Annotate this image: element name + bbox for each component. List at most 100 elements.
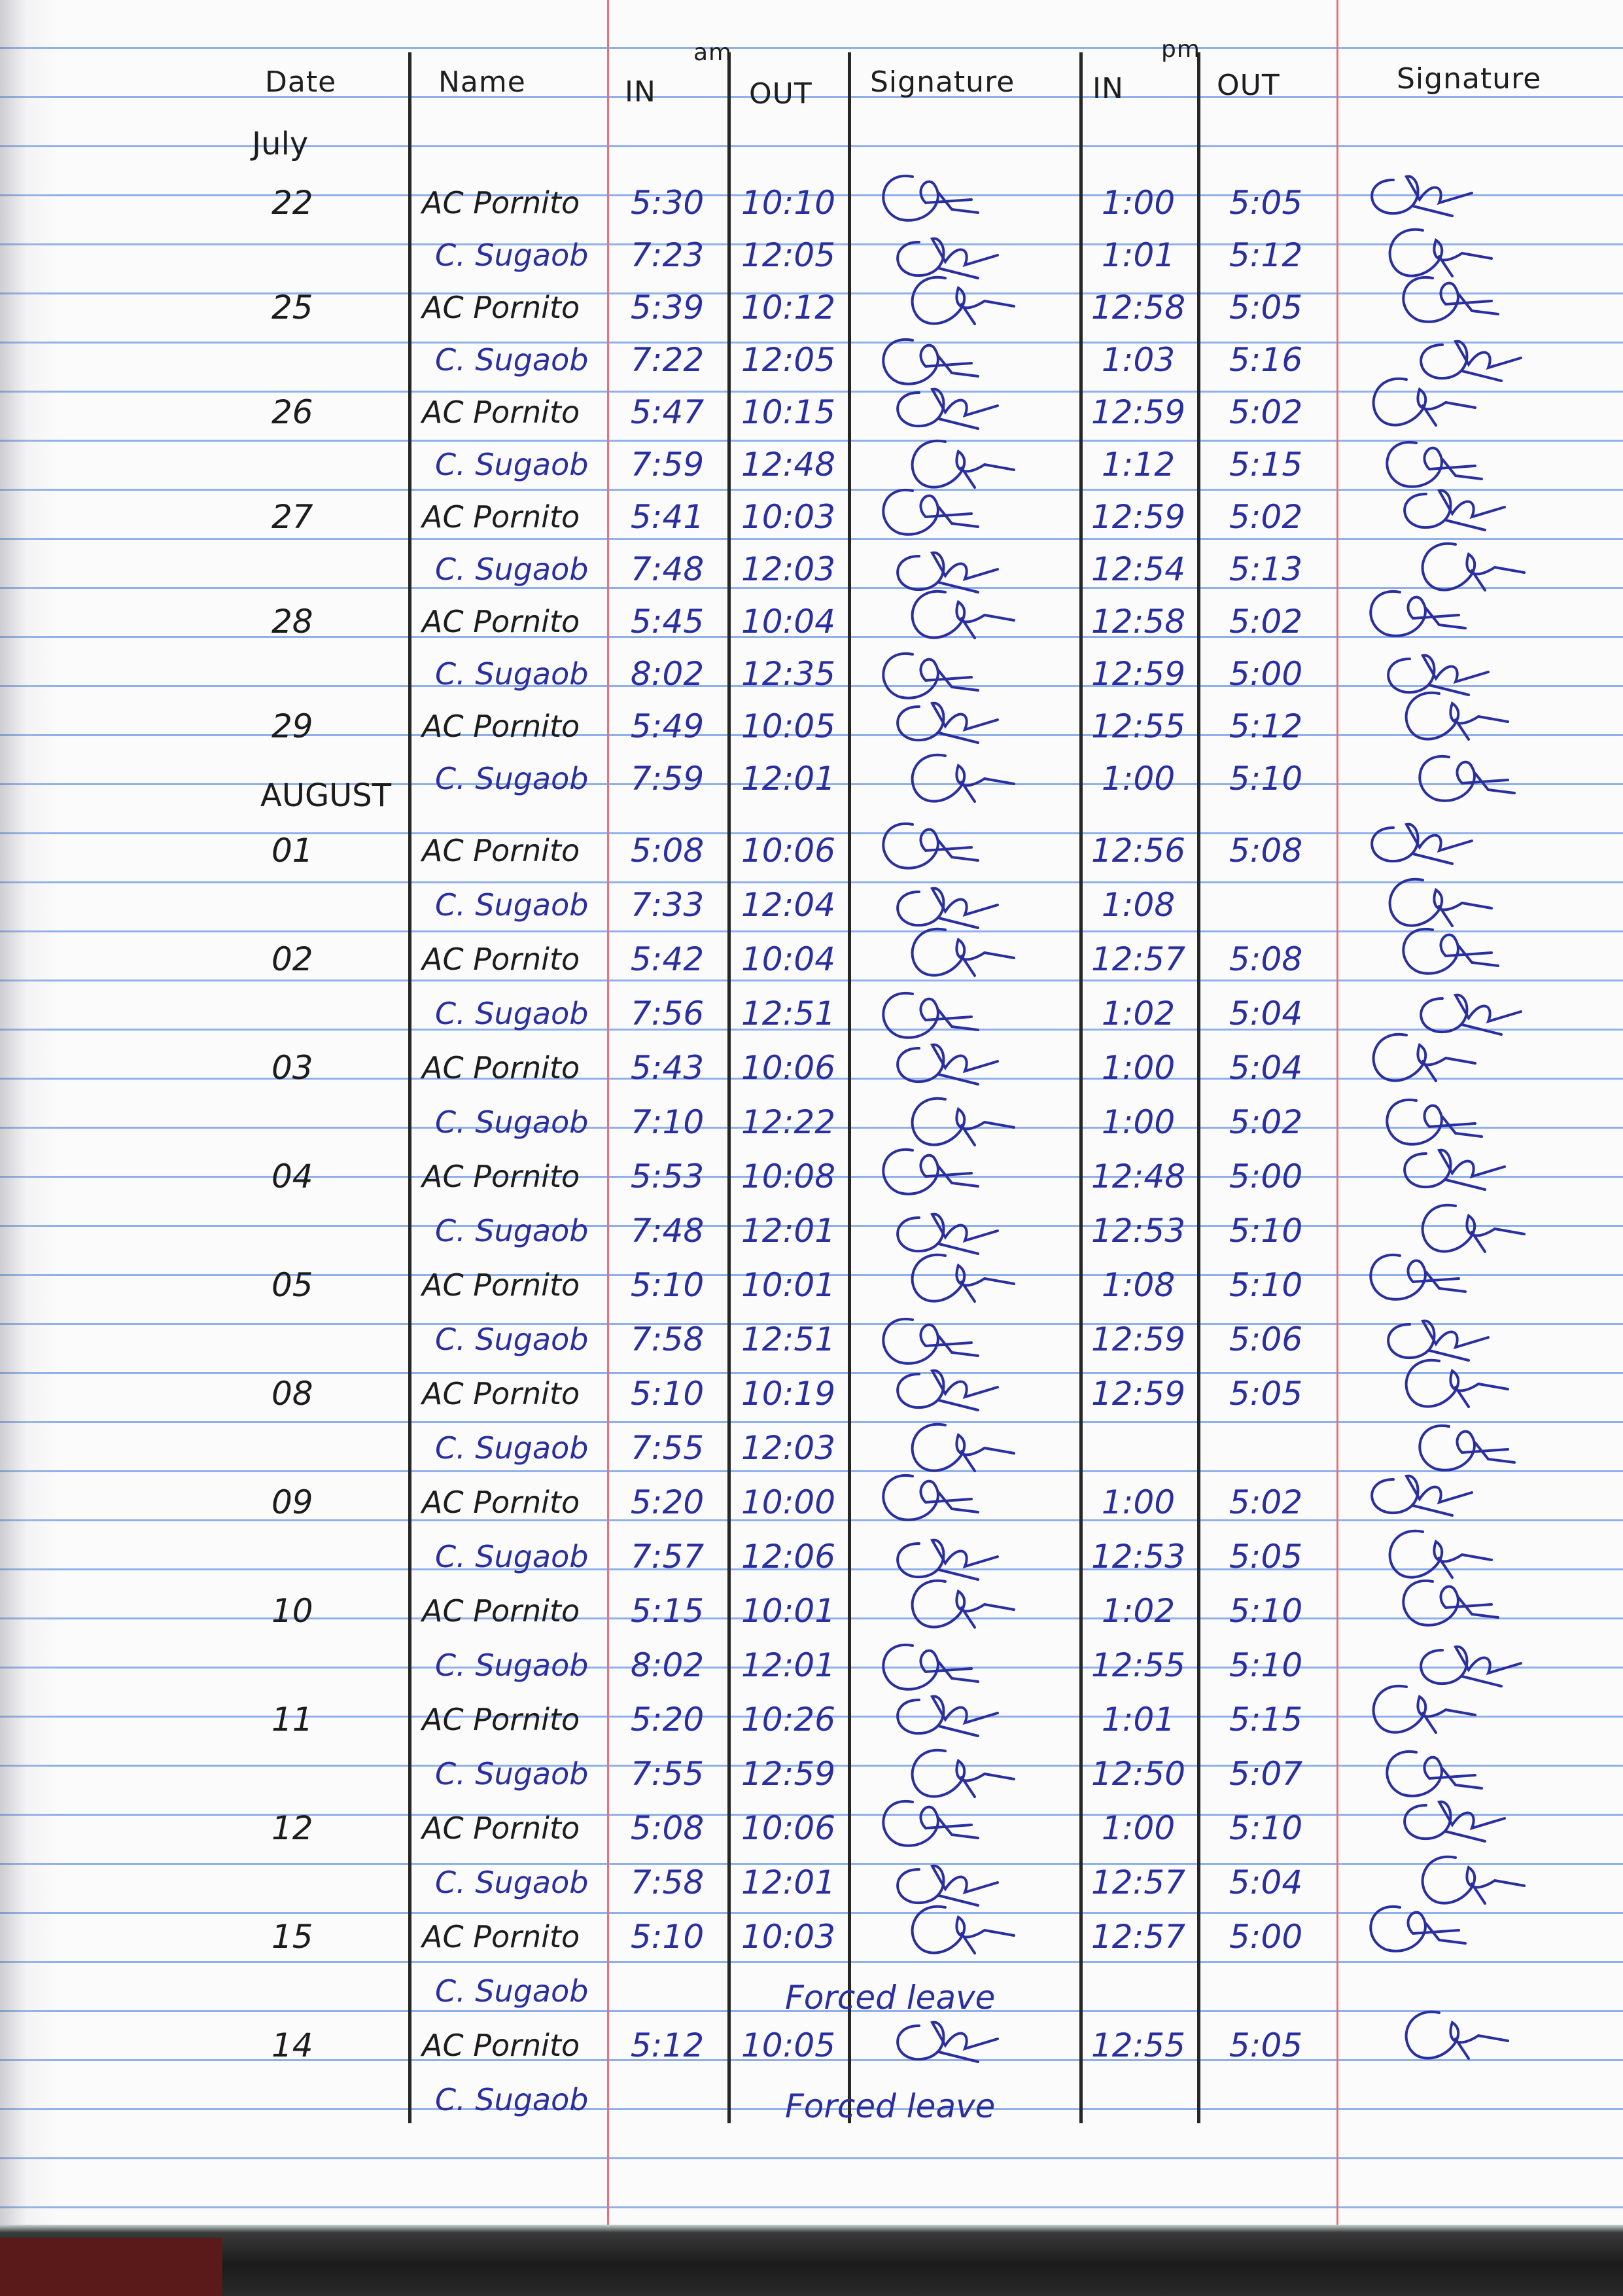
row-pm-in: 1:02 — [1101, 995, 1176, 1033]
column-divider — [1197, 52, 1200, 2123]
signature-icon — [1370, 822, 1473, 865]
row-name: C. Sugaob — [435, 552, 589, 587]
signature-icon — [882, 822, 979, 870]
column-divider — [1079, 52, 1083, 2123]
signature-icon — [896, 1695, 999, 1737]
signature-icon — [882, 174, 979, 222]
month-label: AUGUST — [260, 777, 392, 814]
header-am-signature: Signature — [870, 65, 1015, 99]
row-date: 10 — [271, 1592, 313, 1630]
row-name: AC Pornito — [422, 1919, 580, 1954]
row-name: C. Sugaob — [435, 342, 589, 378]
column-divider — [848, 52, 851, 2123]
row-pm-in: 12:58 — [1091, 289, 1186, 327]
signature-icon — [1386, 440, 1483, 488]
signature-icon — [1372, 1684, 1476, 1734]
row-pm-in: 12:55 — [1091, 2026, 1186, 2064]
row-pm-in: 1:00 — [1101, 1103, 1176, 1141]
row-pm-in: 1:01 — [1101, 236, 1176, 274]
row-am-out: 12:01 — [741, 1863, 836, 1901]
row-am-in: 7:22 — [630, 341, 705, 379]
signature-icon — [1386, 1098, 1483, 1146]
signature-icon — [911, 1748, 1015, 1798]
signature-icon — [896, 387, 999, 430]
row-pm-out: 5:02 — [1229, 1103, 1303, 1141]
row-am-out: 10:05 — [741, 707, 836, 745]
row-pm-in: 12:55 — [1091, 707, 1186, 745]
row-pm-in: 1:03 — [1101, 341, 1176, 379]
signature-icon — [1370, 1474, 1473, 1517]
row-am-in: 5:20 — [630, 1483, 705, 1521]
row-pm-out: 5:00 — [1229, 1918, 1303, 1956]
signature-icon — [1388, 1529, 1493, 1579]
month-label: July — [252, 126, 309, 162]
row-pm-in: 12:54 — [1091, 550, 1186, 588]
row-am-in: 5:15 — [630, 1592, 705, 1630]
signature-icon — [896, 1369, 999, 1411]
row-pm-out: 5:12 — [1229, 236, 1303, 274]
signature-icon — [882, 991, 979, 1039]
row-pm-out: 5:00 — [1229, 655, 1303, 693]
row-pm-in: 12:59 — [1091, 393, 1186, 431]
signature-icon — [882, 1148, 979, 1195]
row-am-in: 7:58 — [630, 1320, 705, 1358]
row-name: AC Pornito — [422, 1376, 580, 1411]
row-name: C. Sugaob — [435, 656, 589, 692]
row-pm-in: 1:08 — [1101, 886, 1176, 924]
header-pm-in: IN — [1092, 72, 1124, 105]
row-am-in: 5:12 — [630, 2026, 705, 2064]
row-am-in: 5:45 — [630, 603, 705, 641]
row-pm-out: 5:02 — [1229, 1483, 1303, 1521]
row-am-in: 5:10 — [630, 1375, 705, 1413]
signature-icon — [911, 1097, 1015, 1146]
signature-icon — [896, 2021, 999, 2063]
row-am-in: 7:10 — [630, 1103, 705, 1141]
column-divider — [408, 52, 411, 2123]
signature-icon — [882, 1643, 979, 1691]
row-pm-in: 12:48 — [1091, 1157, 1186, 1195]
row-am-out: 12:51 — [741, 1320, 836, 1358]
row-name: C. Sugaob — [435, 761, 589, 796]
row-pm-in: 12:55 — [1091, 1646, 1186, 1684]
row-am-out: 10:15 — [741, 393, 836, 431]
row-am-in: 5:42 — [630, 940, 705, 978]
signature-icon — [1387, 1319, 1490, 1362]
row-pm-out: 5:02 — [1229, 393, 1303, 431]
notebook-cover — [0, 2238, 222, 2296]
header-am-in: IN — [625, 75, 656, 109]
row-pm-out: 5:08 — [1229, 940, 1303, 978]
row-am-in: 5:20 — [630, 1701, 705, 1739]
row-am-out: 12:06 — [741, 1538, 836, 1576]
row-name: C. Sugaob — [435, 1213, 589, 1248]
signature-icon — [1421, 1203, 1526, 1253]
row-pm-out: 5:08 — [1229, 832, 1303, 870]
row-am-out: 10:03 — [741, 498, 836, 536]
row-pm-out: 5:05 — [1229, 2026, 1303, 2064]
signature-icon — [911, 1253, 1015, 1303]
row-pm-in: 12:50 — [1091, 1755, 1186, 1793]
row-am-out: 12:03 — [741, 550, 836, 588]
row-pm-out: 5:02 — [1229, 603, 1303, 641]
column-divider — [727, 52, 731, 2123]
signature-icon — [896, 1212, 999, 1255]
row-pm-in: 12:59 — [1091, 1375, 1186, 1413]
row-date: 29 — [271, 707, 313, 745]
row-name: C. Sugaob — [435, 1322, 589, 1357]
row-am-in: 7:48 — [630, 550, 705, 588]
row-am-out: 10:06 — [741, 1049, 836, 1087]
signature-icon — [882, 338, 979, 385]
row-pm-out: 5:05 — [1229, 184, 1303, 222]
row-date: 04 — [271, 1157, 313, 1195]
signature-icon — [1405, 691, 1509, 741]
row-am-in: 7:57 — [630, 1538, 705, 1576]
row-am-in: 8:02 — [630, 1646, 705, 1684]
signature-icon — [1370, 175, 1473, 217]
row-am-in: 7:33 — [630, 886, 705, 924]
row-name: AC Pornito — [422, 290, 580, 325]
row-name: AC Pornito — [422, 2028, 580, 2063]
row-am-in: 5:43 — [630, 1049, 705, 1087]
row-date: 26 — [271, 393, 313, 431]
row-name: AC Pornito — [422, 604, 580, 639]
signature-icon — [1421, 1855, 1526, 1905]
row-date: 14 — [271, 2026, 313, 2064]
